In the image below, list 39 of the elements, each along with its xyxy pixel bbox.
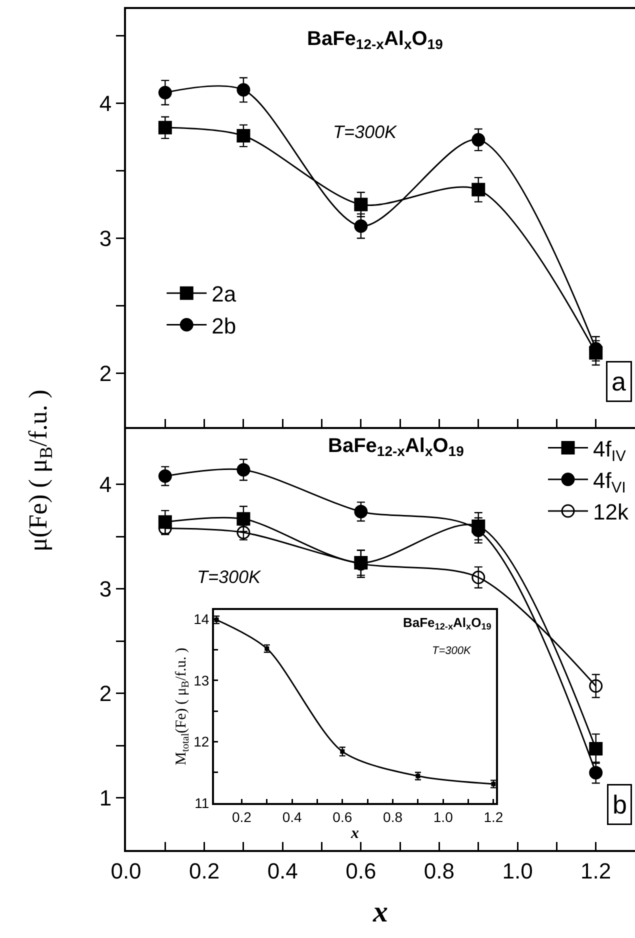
legend-label: 2a — [212, 282, 237, 307]
text: BaFe$_{12-x}$Al$_{x}$O$_{19}$ — [328, 435, 464, 460]
y-tick-label: 11 — [194, 794, 210, 811]
y-tick-label: 4 — [99, 472, 112, 498]
x-tick-label: 1.2 — [484, 808, 504, 825]
legend-label: 2b — [212, 313, 236, 338]
y-tick-label: 3 — [99, 576, 112, 602]
y-tick-label: 3 — [99, 226, 112, 251]
y-tick-label: 2 — [99, 360, 112, 386]
y-tick-label: 1 — [99, 785, 112, 810]
x-tick-label: 0.2 — [189, 858, 220, 884]
legend-label: 12k — [593, 500, 630, 525]
y-tick-label: 2 — [99, 681, 112, 706]
x-tick-label: 0.4 — [267, 858, 298, 884]
x-tick-label: 0.6 — [332, 808, 352, 825]
x-tick-label: 0.6 — [346, 858, 376, 884]
annotation: T=300K — [432, 645, 472, 657]
legend-label: 4f$_{VI}$ — [593, 468, 626, 497]
x-axis-title: x — [350, 824, 359, 842]
annotation: a — [612, 366, 626, 396]
x-tick-label: 1.2 — [580, 858, 612, 884]
y-tick-label: 14 — [194, 611, 210, 628]
x-tick-label: 0.4 — [282, 808, 302, 825]
y-tick-label: 12 — [194, 734, 210, 750]
y-tick-label: 13 — [194, 672, 210, 688]
x-tick-label: 1.0 — [502, 858, 533, 884]
annotation: T=300K — [333, 122, 398, 142]
annotation: T=300K — [197, 567, 262, 587]
annotation: b — [612, 790, 627, 820]
x-tick-label: 1.0 — [433, 808, 454, 825]
y-tick-label: 4 — [99, 91, 112, 116]
x-axis-title: x — [372, 895, 388, 928]
text: BaFe$_{12-x}$Al$_{x}$O$_{19}$ — [403, 615, 492, 632]
x-tick-label: 0.2 — [232, 808, 252, 825]
text: 0.0 — [110, 858, 142, 884]
x-tick-label: 0.8 — [424, 858, 455, 884]
legend-label: 4f$_{IV}$ — [593, 436, 627, 465]
text: BaFe$_{12-x}$Al$_{x}$O$_{19}$ — [307, 28, 444, 52]
x-tick-label: 0.8 — [383, 808, 403, 825]
